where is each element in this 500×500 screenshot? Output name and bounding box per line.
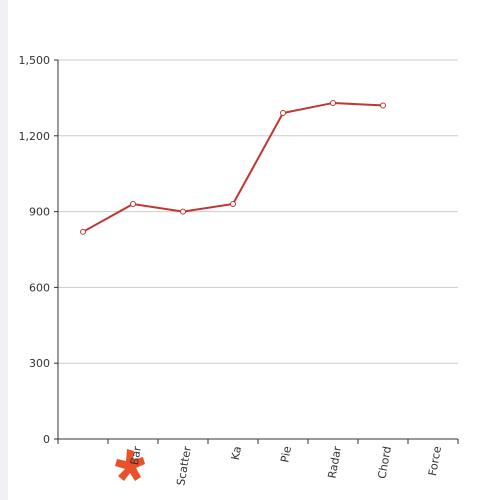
category-icon (115, 449, 145, 481)
y-tick-label: 300 (29, 357, 50, 370)
y-tick-label: 1,200 (19, 130, 51, 143)
point (80, 228, 86, 235)
x-tick-label: Chord (375, 445, 393, 479)
x-tick-label: Force (426, 445, 444, 477)
y-tick-label: 600 (29, 281, 50, 294)
point (330, 99, 336, 106)
x-tick-label: Radar (326, 445, 345, 480)
point (130, 201, 136, 208)
y-tick-label: 1,500 (19, 54, 51, 67)
y-tick-label: 900 (29, 206, 50, 219)
point (280, 110, 286, 117)
x-tick-label: Ka (229, 445, 244, 461)
point (180, 208, 186, 215)
x-tick-label: Pie (278, 445, 294, 463)
point (230, 201, 236, 208)
x-tick-label: Scatter (174, 445, 194, 487)
point (380, 102, 386, 109)
y-tick-label: 0 (43, 433, 50, 446)
line (82, 101, 384, 233)
x-tick-label: Bar (128, 445, 144, 466)
side-strip (0, 0, 8, 500)
